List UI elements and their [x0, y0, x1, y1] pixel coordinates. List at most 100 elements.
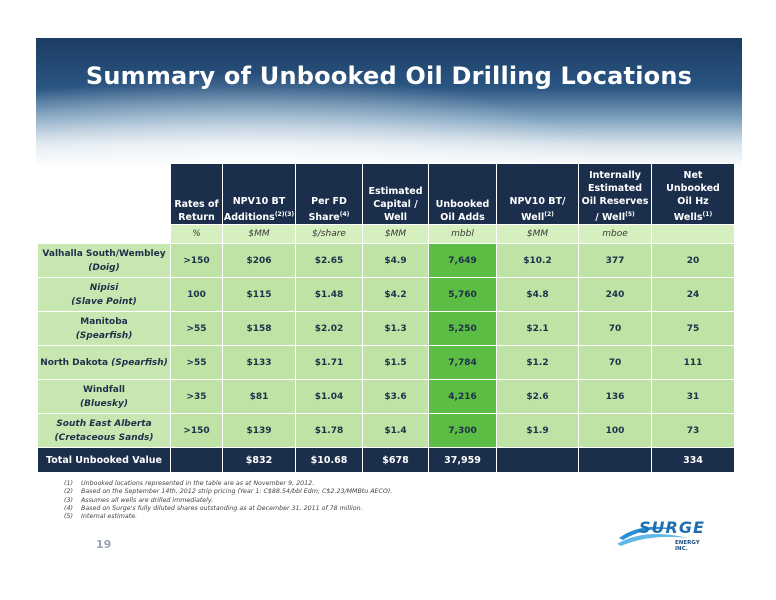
value-cell: 100	[578, 413, 652, 448]
header-unbooked-oil-adds: Unbooked Oil Adds	[428, 163, 497, 225]
unit-cell	[651, 224, 735, 244]
header-oil-reserves-per-well: Internally Estimated Oil Reserves / Well(5)	[578, 163, 652, 225]
footnote-text: Assumes all wells are drilled immediatel…	[81, 496, 214, 504]
location-formation: (Spearfish)	[75, 330, 133, 341]
location-name: Valhalla South/Wembley	[42, 248, 166, 259]
footnote-text: Internal estimate.	[81, 513, 138, 521]
total-value-cell: 334	[651, 447, 735, 473]
unit-cell: mbbl	[428, 224, 497, 244]
header-row: Rates of Return NPV10 BT Additions(2)(3) P…	[38, 163, 735, 225]
footnote: (3) Assumes all wells are drilled immedia…	[64, 497, 392, 505]
location-formation: (Spearfish)	[111, 357, 168, 368]
total-value-cell: $678	[362, 447, 429, 473]
table-row: Valhalla South/Wembley (Doig) >150 $206 $2.6…	[37, 243, 735, 278]
value-cell: $3.6	[362, 379, 429, 414]
drilling-locations-table: Rates of Return NPV10 BT Additions(2)(3) P…	[37, 163, 735, 473]
footnote-number: (4)	[64, 504, 73, 512]
footnote-number: (3)	[64, 496, 73, 504]
value-cell: 31	[651, 379, 735, 414]
location-name-cell: Nipisi (Slave Point)	[37, 277, 171, 312]
footnote: (4) Based on Surge's fully diluted shares…	[64, 505, 392, 513]
value-cell: $1.78	[295, 413, 363, 448]
value-cell: 100	[170, 277, 223, 312]
value-cell: $1.71	[295, 345, 363, 380]
unit-cell: $MM	[222, 224, 296, 244]
location-name: Nipisi	[89, 282, 119, 293]
title-banner-shine	[36, 38, 742, 168]
footnote: (5) Internal estimate.	[64, 513, 392, 521]
unit-cell: $/share	[295, 224, 363, 244]
footnotes: (1) Unbooked locations represented in the…	[64, 480, 392, 521]
value-cell: $1.48	[295, 277, 363, 312]
footnote-text: Based on the September 14th, 2012 strip …	[81, 488, 393, 496]
total-label: Total Unbooked Value	[37, 447, 171, 473]
header-net-unbooked-wells: Net Unbooked Oil Hz Wells(1)	[651, 163, 735, 225]
value-cell: $4.9	[362, 243, 429, 278]
value-cell: 240	[578, 277, 652, 312]
value-cell: $2.1	[496, 311, 579, 346]
value-cell: $2.6	[496, 379, 579, 414]
unit-cell: %	[170, 224, 223, 244]
value-cell: 24	[651, 277, 735, 312]
total-value-cell: $832	[222, 447, 296, 473]
value-cell: $1.04	[295, 379, 363, 414]
header-rates-of-return: Rates of Return	[170, 163, 223, 225]
unit-cell: $MM	[362, 224, 429, 244]
value-cell: 20	[651, 243, 735, 278]
logo-swoosh-icon	[617, 526, 687, 546]
value-cell: $81	[222, 379, 296, 414]
header-estimated-capital: Estimated Capital / Well	[362, 163, 429, 225]
header-npv10-per-well: NPV10 BT/Well(2)	[496, 163, 579, 225]
value-cell: >150	[170, 243, 223, 278]
value-cell: 111	[651, 345, 735, 380]
location-name-cell: Windfall (Bluesky)	[37, 379, 171, 414]
value-cell: $1.4	[362, 413, 429, 448]
total-value-cell: $10.68	[295, 447, 363, 473]
value-cell: 136	[578, 379, 652, 414]
table-row: Windfall (Bluesky) >35 $81 $1.04 $3.6 4,216 $2.…	[37, 379, 735, 414]
value-cell: 7,300	[428, 413, 497, 448]
units-corner	[38, 225, 171, 244]
footnote-number: (5)	[64, 513, 73, 521]
value-cell: $1.3	[362, 311, 429, 346]
value-cell: $1.5	[362, 345, 429, 380]
location-name-cell: Manitoba (Spearfish)	[37, 311, 171, 346]
total-value-cell: 37,959	[428, 447, 497, 473]
value-cell: 4,216	[428, 379, 497, 414]
value-cell: 73	[651, 413, 735, 448]
value-cell: 7,649	[428, 243, 497, 278]
value-cell: 377	[578, 243, 652, 278]
surge-energy-logo: SURGE ENERGY INC.	[617, 518, 707, 554]
value-cell: 5,250	[428, 311, 497, 346]
unit-cell: mboe	[578, 224, 652, 244]
total-value-cell	[578, 447, 652, 473]
footnote: (2) Based on the September 14th, 2012 str…	[64, 488, 392, 496]
value-cell: $139	[222, 413, 296, 448]
value-cell: $4.2	[362, 277, 429, 312]
units-row: % $MM $/share $MM mbbl $MM mboe	[38, 224, 735, 244]
value-cell: $158	[222, 311, 296, 346]
page-number: 19	[96, 538, 112, 551]
footnote-number: (2)	[64, 488, 73, 496]
value-cell: $4.8	[496, 277, 579, 312]
table-row: North Dakota (Spearfish) >55 $133 $1.71 $1.5…	[37, 345, 735, 380]
location-name: South East Alberta	[56, 418, 152, 429]
header-per-fd-share: Per FD Share(4)	[295, 163, 363, 225]
value-cell: $10.2	[496, 243, 579, 278]
location-name-cell: South East Alberta (Cretaceous Sands)	[37, 413, 171, 448]
value-cell: $2.65	[295, 243, 363, 278]
total-value-cell	[170, 447, 223, 473]
header-corner	[38, 164, 171, 225]
value-cell: 70	[578, 311, 652, 346]
footnote-text: Unbooked locations represented in the ta…	[81, 480, 315, 487]
value-cell: $1.2	[496, 345, 579, 380]
location-name-cell: North Dakota (Spearfish)	[37, 345, 171, 380]
footnote-text: Based on Surge's fully diluted shares ou…	[81, 504, 363, 512]
value-cell: $133	[222, 345, 296, 380]
unit-cell: $MM	[496, 224, 579, 244]
footnote-number: (1)	[64, 480, 73, 487]
logo-subtitle: ENERGY INC.	[675, 540, 700, 552]
header-npv10-additions: NPV10 BT Additions(2)(3)	[222, 163, 296, 225]
total-value-cell	[496, 447, 579, 473]
footnote: (1) Unbooked locations represented in the…	[64, 480, 392, 488]
